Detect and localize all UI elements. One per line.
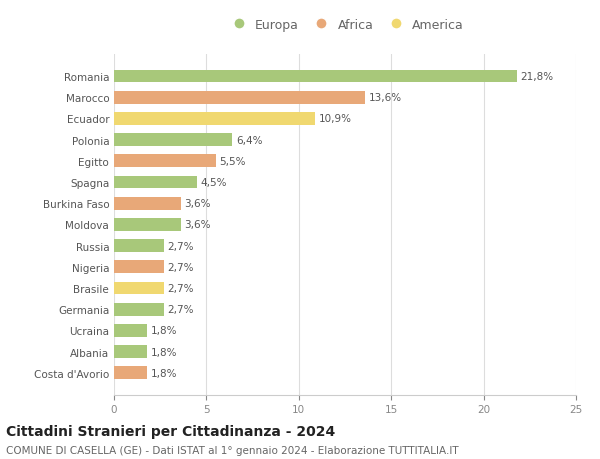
Text: 2,7%: 2,7%	[167, 304, 194, 314]
Text: 13,6%: 13,6%	[369, 93, 402, 103]
Text: 1,8%: 1,8%	[151, 347, 178, 357]
Bar	[114, 71, 517, 83]
Bar	[114, 92, 365, 104]
Bar	[114, 134, 232, 147]
Text: 5,5%: 5,5%	[220, 157, 246, 167]
Text: 4,5%: 4,5%	[201, 178, 227, 188]
Bar	[114, 176, 197, 189]
Text: 21,8%: 21,8%	[521, 72, 554, 82]
Text: Cittadini Stranieri per Cittadinanza - 2024: Cittadini Stranieri per Cittadinanza - 2…	[6, 425, 335, 438]
Bar	[114, 218, 181, 231]
Text: 3,6%: 3,6%	[184, 220, 211, 230]
Text: COMUNE DI CASELLA (GE) - Dati ISTAT al 1° gennaio 2024 - Elaborazione TUTTITALIA: COMUNE DI CASELLA (GE) - Dati ISTAT al 1…	[6, 445, 458, 455]
Text: 2,7%: 2,7%	[167, 262, 194, 272]
Bar	[114, 303, 164, 316]
Bar	[114, 261, 164, 274]
Bar	[114, 113, 316, 125]
Bar	[114, 282, 164, 295]
Bar	[114, 346, 147, 358]
Bar	[114, 367, 147, 379]
Bar	[114, 155, 215, 168]
Legend: Europa, Africa, America: Europa, Africa, America	[221, 14, 469, 37]
Text: 3,6%: 3,6%	[184, 199, 211, 209]
Text: 10,9%: 10,9%	[319, 114, 352, 124]
Text: 6,4%: 6,4%	[236, 135, 262, 146]
Bar	[114, 240, 164, 252]
Text: 2,7%: 2,7%	[167, 283, 194, 293]
Text: 1,8%: 1,8%	[151, 326, 178, 336]
Text: 1,8%: 1,8%	[151, 368, 178, 378]
Bar	[114, 197, 181, 210]
Bar	[114, 325, 147, 337]
Text: 2,7%: 2,7%	[167, 241, 194, 251]
